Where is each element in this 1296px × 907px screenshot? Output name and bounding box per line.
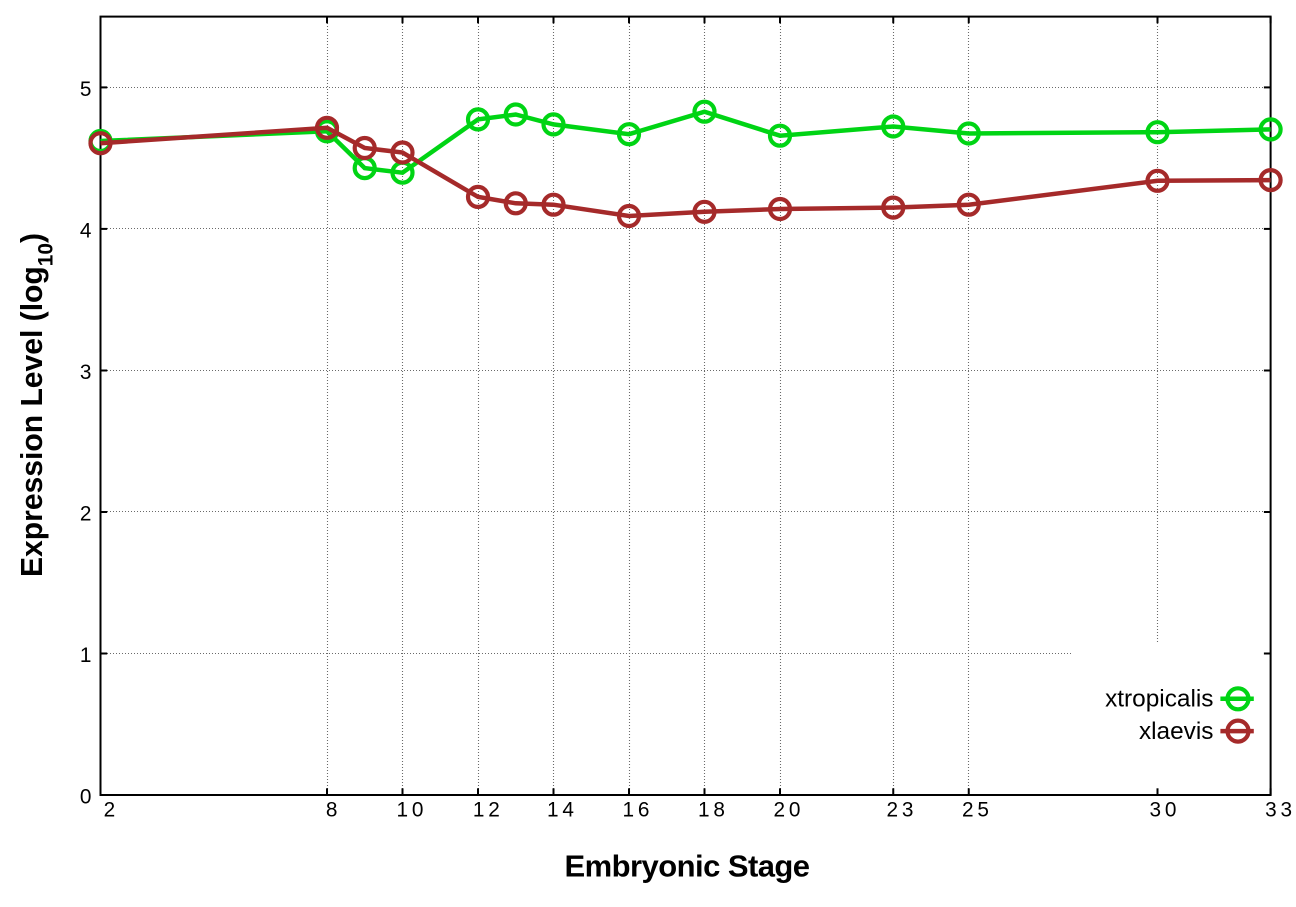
svg-text:8: 8 [326,799,341,822]
svg-text:0: 0 [80,786,92,809]
svg-text:33: 33 [1265,799,1296,822]
svg-text:18: 18 [698,799,729,822]
svg-text:25: 25 [962,799,993,822]
svg-text:2: 2 [80,503,92,526]
svg-text:2: 2 [104,799,119,822]
svg-text:5: 5 [80,78,92,101]
svg-text:14: 14 [547,799,578,822]
svg-text:xtropicalis: xtropicalis [1105,686,1213,713]
svg-text:10: 10 [397,799,428,822]
svg-text:12: 12 [473,799,504,822]
svg-text:1: 1 [80,644,92,667]
svg-text:4: 4 [80,220,92,243]
svg-text:xlaevis: xlaevis [1139,718,1214,745]
svg-text:23: 23 [887,799,918,822]
svg-text:20: 20 [774,799,805,822]
svg-text:Embryonic Stage: Embryonic Stage [565,848,810,883]
svg-text:30: 30 [1150,799,1181,822]
svg-text:16: 16 [623,799,654,822]
svg-text:3: 3 [80,361,92,384]
